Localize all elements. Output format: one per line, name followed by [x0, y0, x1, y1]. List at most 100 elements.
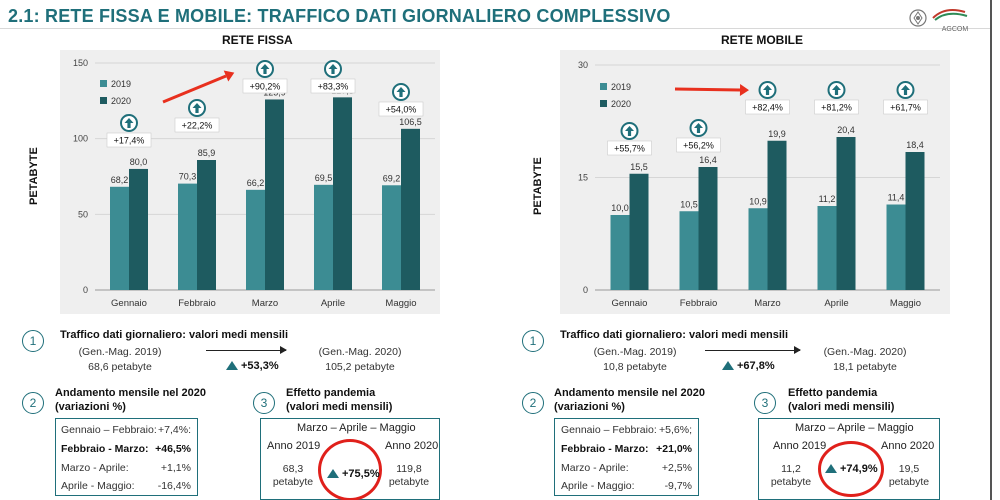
section-number-1: 1 [522, 330, 544, 352]
data-label: 15,5 [630, 162, 648, 172]
value-b-number: 19,5 [898, 463, 920, 475]
bar-2020 [629, 173, 649, 290]
data-label: 69,2 [383, 173, 401, 183]
to-period: (Gen.-Mag. 2020) [823, 346, 907, 358]
annotation-box [607, 140, 652, 156]
data-label: 66,2 [247, 178, 265, 188]
data-label: 80,0 [130, 157, 148, 167]
year-a-label: Anno 2019 [267, 440, 321, 452]
data-label: 10,0 [611, 203, 629, 213]
bar-2019 [110, 186, 129, 290]
x-tick-label: Aprile [824, 298, 848, 309]
traffic-summary-title: Traffico dati giornaliero: valori medi m… [60, 329, 288, 341]
trend-row-value: +5,6%; [659, 424, 692, 436]
traffic-summary-title: Traffico dati giornaliero: valori medi m… [560, 329, 788, 341]
up-arrow-circle-icon [620, 122, 639, 140]
year-a-label: Anno 2019 [773, 440, 827, 452]
change-arrow [206, 346, 287, 354]
data-label: 11,4 [888, 193, 905, 203]
bar-2020 [905, 152, 925, 290]
bar-2019 [178, 183, 197, 290]
pandemic-effect-subtitle: (valori medi mensili) [788, 401, 895, 413]
pandemic-pct-text: +75,5% [342, 468, 380, 480]
trend-row-label: Aprile - Maggio: [561, 480, 635, 492]
from-period: (Gen.-Mag. 2019) [78, 346, 162, 358]
trend-row-label: Febbraio - Marzo: [561, 443, 649, 455]
x-tick-label: Gennaio [612, 298, 648, 309]
section-number-3: 3 [253, 392, 275, 414]
pandemic-pct-text: +74,9% [840, 463, 878, 475]
bar-2020 [129, 168, 148, 290]
chart-title-fissa: RETE FISSA [222, 33, 293, 47]
emblem-icon [909, 9, 927, 27]
change-pct: +67,8% [722, 360, 775, 372]
trend-row-value: -16,4% [157, 480, 191, 492]
x-tick-label: Maggio [890, 298, 921, 309]
agcom-swoosh-icon [932, 9, 968, 21]
value-b-unit: petabyte [388, 476, 430, 488]
from-value: 10,8 petabyte [603, 361, 667, 373]
data-label: 10,5 [680, 199, 698, 209]
monthly-trend-subtitle: (variazioni %) [554, 401, 625, 413]
annotation-label: +81,2% [821, 103, 852, 113]
monthly-trend-title: Andamento mensile nel 2020 [554, 387, 705, 399]
bar-2020 [698, 167, 718, 290]
annotation-label: +56,2% [683, 141, 714, 151]
trend-row-label: Marzo - Aprile: [61, 462, 129, 474]
value-a-number: 68,3 [282, 463, 304, 475]
value-b-number: 119,8 [396, 463, 422, 475]
value-a: 11,2 petabyte [761, 463, 821, 489]
up-arrow-icon [226, 361, 238, 370]
annotation-box [242, 78, 288, 94]
annotation-label: +22,2% [182, 121, 213, 131]
annotation-box [378, 101, 424, 117]
annotation-box [676, 137, 721, 153]
change-pct-text: +53,3% [241, 360, 279, 372]
value-a: 68,3 petabyte [263, 463, 323, 489]
up-arrow-icon [327, 469, 339, 478]
bar-2020 [836, 137, 856, 290]
red-arrow-icon [162, 70, 235, 104]
change-pct: +53,3% [226, 360, 279, 372]
annotation-label: +83,3% [318, 82, 349, 92]
monthly-trend-box: Gennaio – Febbraio: +7,4%: Febbraio - Ma… [55, 418, 198, 496]
pandemic-effect-box: Marzo – Aprile – Maggio Anno 2019 Anno 2… [758, 418, 940, 500]
slide-title: 2.1: RETE FISSA E MOBILE: TRAFFICO DATI … [8, 6, 671, 26]
trend-row-label: Aprile - Maggio: [61, 480, 135, 492]
data-label: 11,2 [819, 194, 836, 204]
legend-label: 2020 [111, 96, 131, 106]
data-label: 70,3 [179, 172, 197, 182]
highlight-ring [818, 441, 884, 497]
x-tick-label: Gennaio [111, 298, 147, 309]
to-value: 18,1 petabyte [833, 361, 897, 373]
from-value: 68,6 petabyte [88, 361, 152, 373]
y-axis-label-mobile: PETABYTE [532, 157, 544, 215]
bar-chart-fissa: 0 50 100 150 2019 2020 68,280,0 Gennaio +17,4% 70… [73, 58, 435, 309]
trend-row-label: Gennaio – Febbraio: [61, 424, 157, 436]
data-label: 20,4 [837, 125, 855, 135]
value-a-number: 11,2 [781, 463, 801, 475]
section-number-2: 2 [522, 392, 544, 414]
bar-2020 [767, 140, 787, 290]
y-tick-label: 150 [73, 58, 88, 68]
change-pct-text: +67,8% [737, 360, 775, 372]
bar-2019 [817, 206, 837, 290]
pandemic-effect-title: Effetto pandemia [788, 387, 878, 399]
up-arrow-circle-icon [827, 81, 846, 99]
months-label: Marzo – Aprile – Maggio [297, 422, 416, 434]
data-label: 106,5 [399, 117, 422, 127]
x-tick-label: Febbraio [178, 298, 216, 309]
y-tick-label: 0 [583, 285, 588, 295]
pandemic-effect-box: Marzo – Aprile – Maggio Anno 2019 Anno 2… [260, 418, 440, 500]
year-b-label: Anno 2020 [385, 440, 439, 452]
legend-label: 2020 [611, 99, 631, 109]
x-tick-label: Maggio [385, 298, 416, 309]
data-label: 68,2 [111, 175, 129, 185]
bar-2019 [886, 204, 906, 290]
right-border [990, 0, 992, 500]
data-label: 19,9 [768, 129, 786, 139]
bar-2020 [333, 97, 352, 290]
change-arrow [705, 346, 801, 354]
annotation-label: +54,0% [386, 105, 417, 115]
pandemic-pct: +74,9% [825, 463, 878, 475]
